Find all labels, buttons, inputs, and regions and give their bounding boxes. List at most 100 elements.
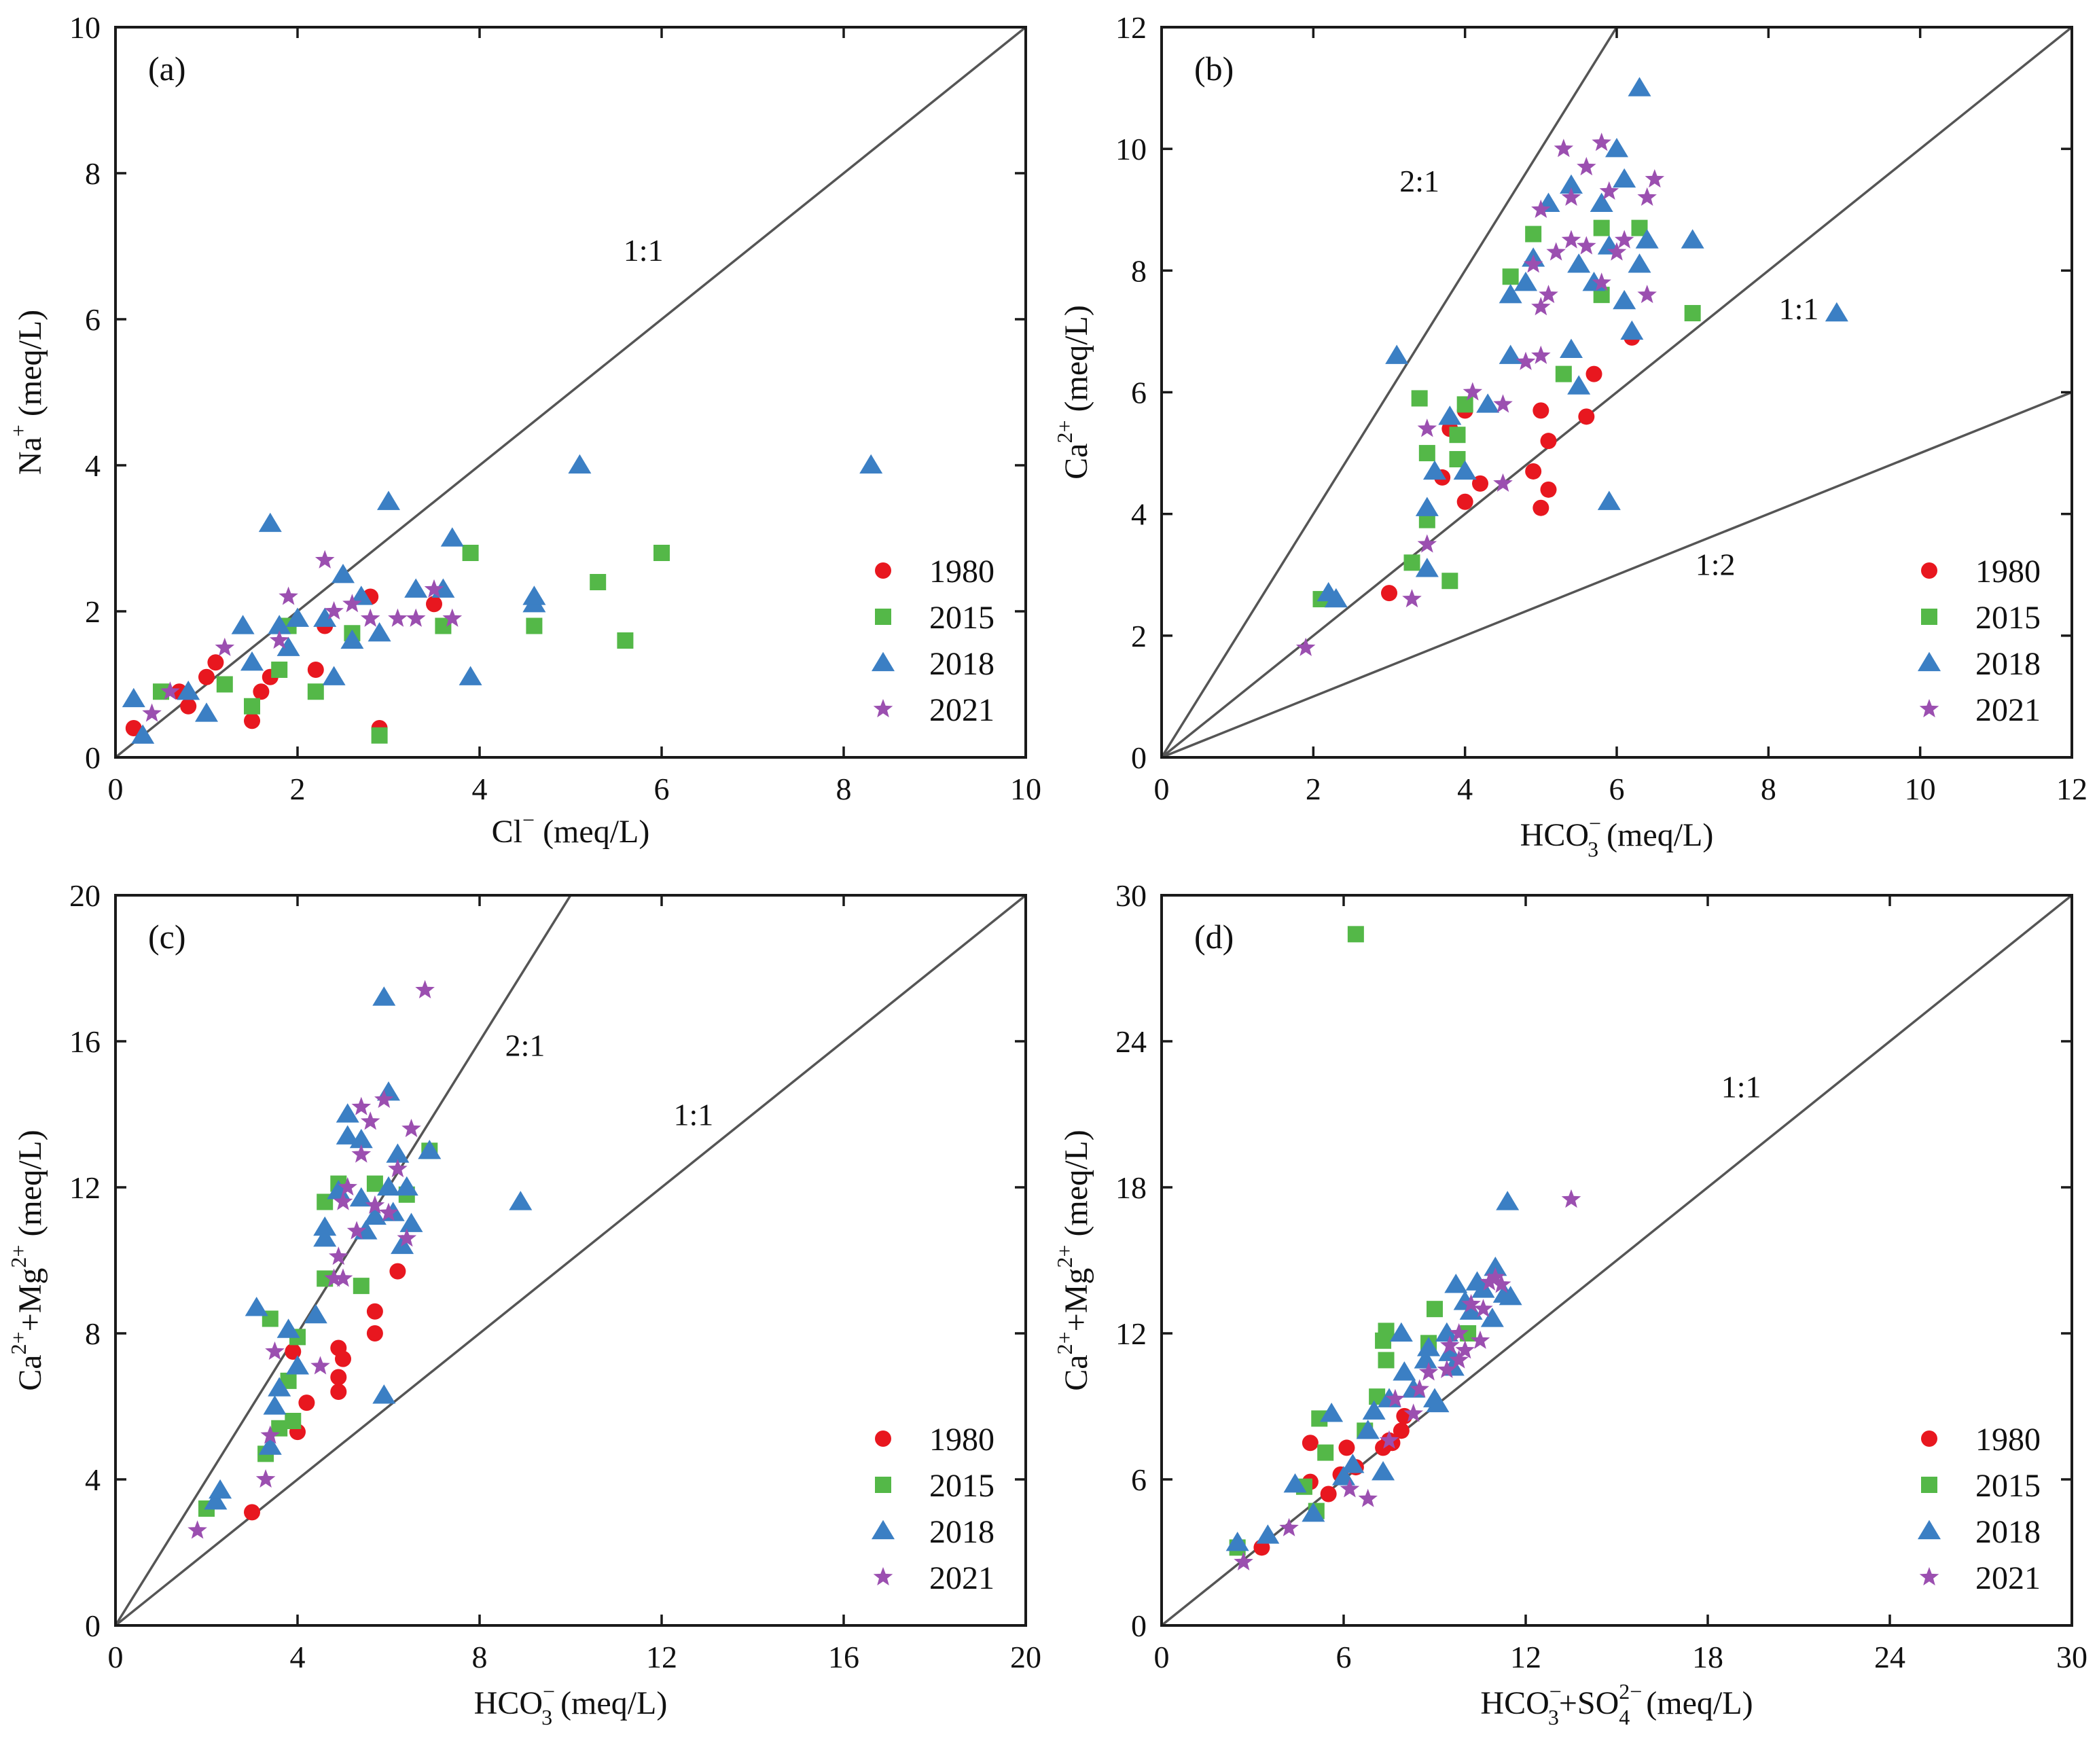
point-2021 bbox=[1645, 169, 1665, 188]
point-2018 bbox=[336, 1103, 359, 1123]
legend-label: 2015 bbox=[1975, 600, 2041, 636]
panel-label: (a) bbox=[148, 50, 186, 88]
x-axis-title-text: Cl bbox=[492, 814, 522, 850]
plot-frame bbox=[114, 26, 1027, 759]
point-2015 bbox=[1456, 396, 1473, 413]
point-2021 bbox=[1358, 1488, 1378, 1507]
point-1980 bbox=[366, 1303, 383, 1320]
point-2021 bbox=[1455, 1340, 1475, 1359]
point-2018 bbox=[122, 687, 145, 708]
legend-marker-2018 bbox=[1917, 1519, 1941, 1540]
panel-label: (c) bbox=[148, 918, 186, 956]
point-2021 bbox=[365, 1195, 385, 1214]
point-2021 bbox=[1437, 1359, 1457, 1378]
point-2021 bbox=[1493, 394, 1513, 413]
legend-marker-1980 bbox=[1921, 562, 1937, 579]
x-tick-label: 0 bbox=[1154, 772, 1170, 806]
y-tick-label: 6 bbox=[1131, 1462, 1147, 1497]
legend-label: 2021 bbox=[929, 1560, 994, 1596]
point-2018 bbox=[363, 1205, 387, 1225]
point-1980 bbox=[1320, 1486, 1337, 1502]
y-axis-title-sup2: 2+ bbox=[6, 1245, 31, 1268]
point-2021 bbox=[1561, 187, 1581, 206]
x-axis-title-sup: − bbox=[543, 1679, 555, 1704]
point-2015 bbox=[462, 545, 479, 561]
y-tick-label: 16 bbox=[69, 1024, 101, 1059]
point-2015 bbox=[1684, 305, 1701, 322]
point-2018 bbox=[568, 454, 592, 474]
point-2021 bbox=[415, 979, 435, 998]
y-axis-title-text: Ca bbox=[1058, 1354, 1094, 1390]
legend: 1980 2015 2018 2021 bbox=[1917, 1422, 2041, 1596]
ref-line-1-1 bbox=[1162, 895, 2072, 1625]
x-axis-title: Cl− (meq/L) bbox=[492, 808, 650, 850]
point-2021 bbox=[310, 1356, 330, 1375]
point-2018 bbox=[322, 666, 346, 685]
legend-marker-2015 bbox=[1921, 609, 1937, 625]
point-1980 bbox=[125, 720, 142, 736]
point-2015 bbox=[653, 545, 670, 561]
y-tick-label: 0 bbox=[1131, 1608, 1147, 1643]
legend-marker-2018 bbox=[1917, 651, 1941, 672]
x-axis-title-sub2: 4 bbox=[1619, 1705, 1630, 1729]
point-2018 bbox=[1389, 1322, 1413, 1342]
legend-marker-2021 bbox=[873, 1567, 893, 1586]
legend-marker-1980 bbox=[1921, 1430, 1937, 1447]
series-1980 bbox=[1381, 329, 1641, 602]
ref-line-label: 2:1 bbox=[505, 1028, 545, 1063]
point-2018 bbox=[1459, 1300, 1483, 1320]
point-2021 bbox=[1607, 242, 1627, 261]
point-1980 bbox=[1302, 1435, 1319, 1452]
point-2021 bbox=[1403, 1403, 1423, 1422]
point-2018 bbox=[1605, 137, 1629, 158]
point-2021 bbox=[1486, 1267, 1505, 1286]
x-tick-label: 8 bbox=[472, 1640, 488, 1674]
y-tick-label: 8 bbox=[1131, 253, 1147, 288]
y-axis-title-text: Ca bbox=[12, 1354, 48, 1390]
point-2018 bbox=[1476, 393, 1500, 413]
point-2021 bbox=[1561, 1189, 1581, 1208]
point-2018 bbox=[1393, 1361, 1416, 1381]
y-axis-title: Ca2++Mg2+ (meq/L) bbox=[1052, 1130, 1094, 1390]
point-2015 bbox=[1502, 268, 1519, 285]
point-2018 bbox=[395, 1176, 418, 1196]
point-2021 bbox=[1295, 637, 1316, 656]
point-2018 bbox=[1422, 460, 1447, 480]
x-axis-title: HCO− 3 (meq/L) bbox=[1520, 811, 1714, 861]
ref-line-label: 1:1 bbox=[1721, 1069, 1761, 1104]
point-2015 bbox=[1418, 445, 1435, 462]
point-1980 bbox=[1381, 585, 1397, 602]
legend-marker-2018 bbox=[871, 651, 895, 672]
point-2018 bbox=[1362, 1400, 1386, 1420]
point-1980 bbox=[366, 1325, 383, 1342]
point-2015 bbox=[366, 1175, 383, 1192]
legend-label: 2021 bbox=[1975, 1560, 2041, 1596]
point-2018 bbox=[1415, 558, 1439, 577]
y-tick-label: 20 bbox=[69, 878, 101, 913]
y-axis-title-sup: 2+ bbox=[1052, 420, 1077, 443]
x-tick-label: 2 bbox=[290, 772, 306, 806]
x-tick-label: 4 bbox=[290, 1640, 306, 1674]
series-2021 bbox=[142, 550, 463, 722]
point-2015 bbox=[1555, 365, 1572, 382]
point-2021 bbox=[424, 579, 444, 598]
point-2021 bbox=[1440, 1335, 1460, 1354]
point-1980 bbox=[207, 654, 224, 671]
x-tick-label: 24 bbox=[1874, 1640, 1905, 1674]
point-1980 bbox=[285, 1343, 302, 1360]
x-tick-label: 12 bbox=[2056, 772, 2087, 806]
x-tick-label: 10 bbox=[1905, 772, 1936, 806]
point-2018 bbox=[276, 636, 300, 656]
point-2015 bbox=[216, 676, 233, 693]
point-2015 bbox=[1317, 1444, 1334, 1461]
x-tick-label: 30 bbox=[2056, 1640, 2087, 1674]
x-tick-label: 8 bbox=[1761, 772, 1776, 806]
point-2021 bbox=[388, 1159, 408, 1178]
point-2021 bbox=[1461, 1294, 1481, 1313]
series-2015 bbox=[198, 1142, 438, 1517]
point-2021 bbox=[1473, 1299, 1493, 1318]
point-2018 bbox=[268, 615, 291, 634]
point-2021 bbox=[215, 637, 235, 656]
panel-b: 2:1 1:1 1:2 0 2 4 6 8 10 12 0 2 4 6 8 10 12 (b) HCO− 3 (meq… bbox=[1052, 10, 2087, 861]
x-tick-label: 18 bbox=[1692, 1640, 1723, 1674]
